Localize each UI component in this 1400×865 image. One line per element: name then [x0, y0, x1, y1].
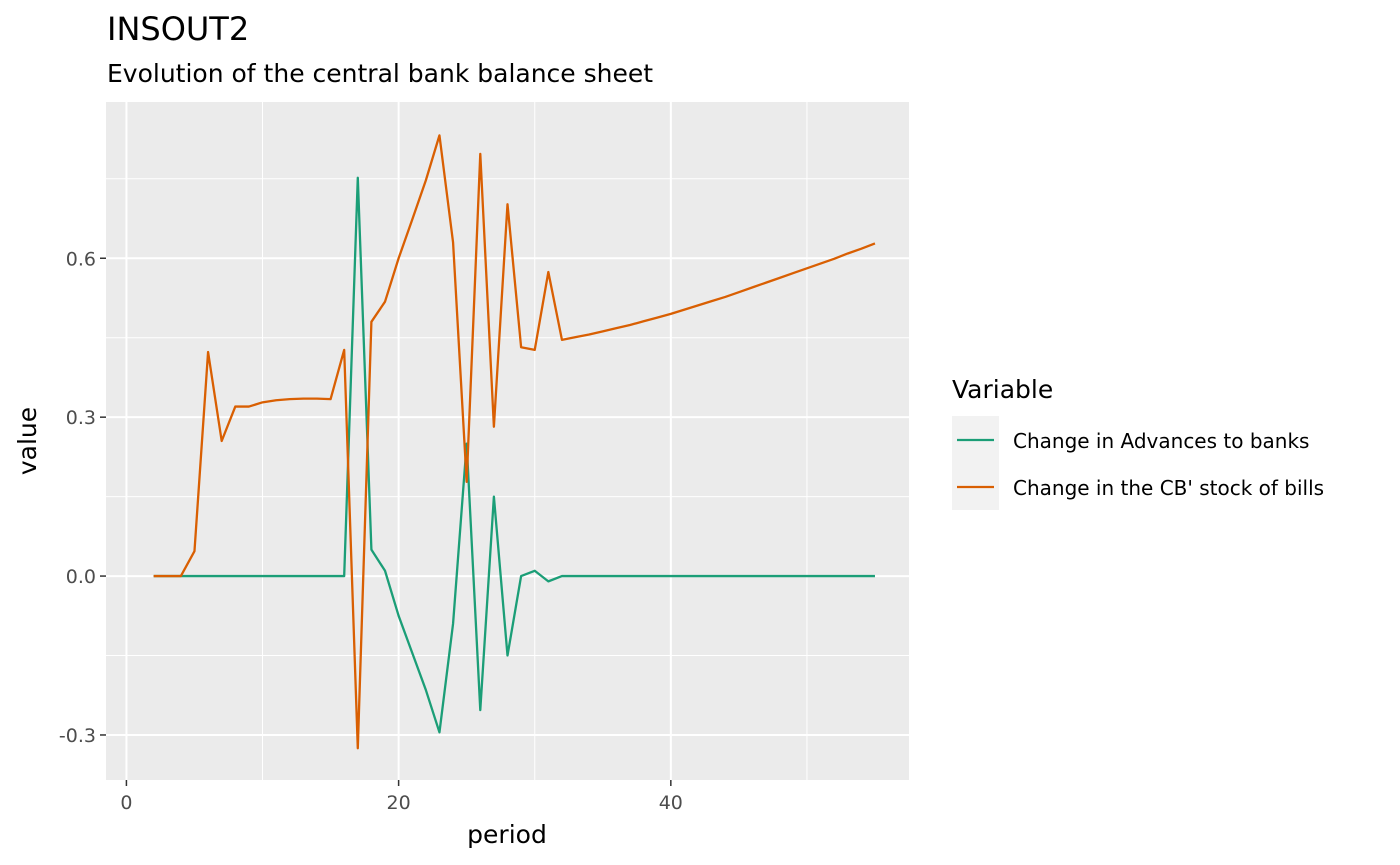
x-tick-label: 0 [120, 792, 132, 814]
legend-label-1: Change in Advances to banks [1013, 429, 1309, 453]
y-tick-label: 0.3 [66, 407, 96, 429]
chart-title: INSOUT2 [107, 10, 249, 48]
legend-items: Change in Advances to banks Change in the… [957, 429, 1324, 500]
y-axis: -0.3 0.0 0.3 0.6 [59, 248, 106, 747]
series-line-2 [153, 134, 876, 750]
x-axis-title: period [467, 820, 547, 849]
legend: Variable Change in Advances to banksChan… [952, 375, 1324, 510]
minor-grid [106, 102, 909, 780]
y-tick-label: 0.0 [66, 566, 96, 588]
series-line-1 [153, 176, 875, 734]
y-tick-label: 0.6 [66, 248, 96, 270]
series-lines [153, 134, 876, 750]
x-tick-label: 20 [387, 792, 411, 814]
y-axis-title: value [13, 407, 42, 475]
x-axis: 0 20 40 [120, 780, 683, 814]
legend-title: Variable [952, 375, 1053, 404]
x-tick-label: 40 [659, 792, 683, 814]
legend-key-background [952, 416, 999, 510]
legend-label-2: Change in the CB' stock of bills [1013, 476, 1324, 500]
chart-subtitle: Evolution of the central bank balance sh… [107, 59, 653, 88]
y-tick-label: -0.3 [59, 725, 96, 747]
